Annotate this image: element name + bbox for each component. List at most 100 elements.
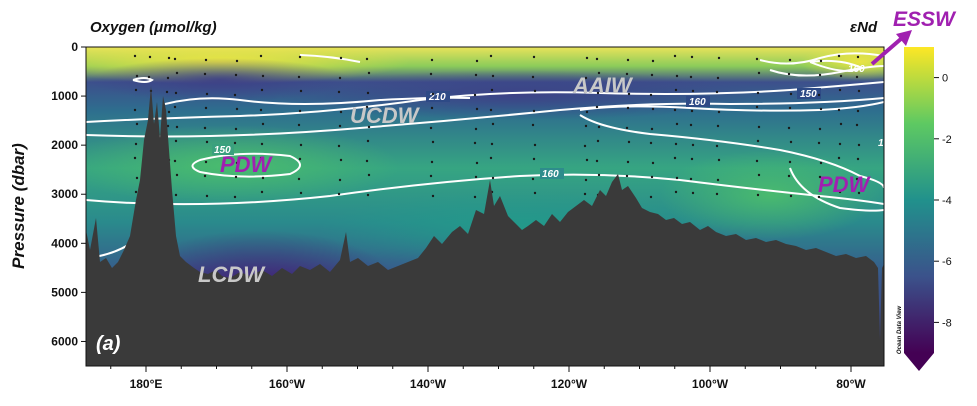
station-sample-dot xyxy=(675,122,679,126)
station-sample-dot xyxy=(367,173,371,177)
x-tick-label: 160°W xyxy=(269,377,306,391)
panel-label: (a) xyxy=(96,333,121,355)
station-sample-dot xyxy=(135,122,139,126)
station-sample-dot xyxy=(717,56,721,60)
station-sample-dot xyxy=(625,174,629,178)
station-sample-dot xyxy=(259,54,263,58)
station-sample-dot xyxy=(596,139,600,143)
station-sample-dot xyxy=(596,91,600,95)
station-sample-dot xyxy=(627,140,631,144)
chart-title: Oxygen (μmol/kg) xyxy=(90,19,217,36)
station-sample-dot xyxy=(147,75,151,79)
station-sample-dot xyxy=(626,58,630,62)
station-sample-dot xyxy=(174,193,178,197)
station-sample-dot xyxy=(757,71,761,75)
station-sample-dot xyxy=(204,160,208,164)
seafloor xyxy=(86,86,884,366)
station-sample-dot xyxy=(490,142,494,146)
contour-label-bg xyxy=(797,88,821,99)
station-sample-dot xyxy=(174,139,178,143)
station-sample-dot xyxy=(260,190,264,194)
station-sample-dot xyxy=(838,88,842,92)
station-sample-dot xyxy=(691,89,695,93)
station-sample-dot xyxy=(365,159,369,163)
station-sample-dot xyxy=(717,110,721,114)
station-sample-dot xyxy=(532,157,536,161)
station-sample-dot xyxy=(135,176,139,180)
station-sample-dot xyxy=(584,124,588,128)
station-sample-dot xyxy=(757,173,761,177)
contour-line xyxy=(789,167,884,212)
station-sample-dot xyxy=(585,110,589,114)
contour-line xyxy=(579,114,884,189)
station-sample-dot xyxy=(651,59,655,63)
station-sample-dot xyxy=(597,125,601,129)
station-sample-dot xyxy=(817,195,821,199)
station-sample-dot xyxy=(755,57,759,61)
contour-label-bg xyxy=(212,144,234,155)
station-sample-dot xyxy=(717,158,721,162)
x-tick-label: 100°W xyxy=(692,377,729,391)
station-sample-dot xyxy=(839,122,843,126)
station-sample-dot xyxy=(134,88,138,92)
colorbar-ticks: 0 -2 -4 -6 -8 xyxy=(934,73,952,329)
station-sample-dot xyxy=(203,126,207,130)
station-sample-dot xyxy=(204,58,208,62)
station-sample-dot xyxy=(235,161,239,165)
station-sample-dot xyxy=(531,75,535,79)
station-sample-dot xyxy=(133,108,137,112)
water-mass-label-pdw-west: PDW xyxy=(220,152,274,177)
station-sample-dot xyxy=(584,178,588,182)
station-sample-dot xyxy=(297,123,301,127)
station-sample-dot xyxy=(817,141,821,145)
contour-label: 210 xyxy=(428,92,446,103)
station-sample-dot xyxy=(475,161,479,165)
station-sample-dot xyxy=(626,106,630,110)
station-sample-dot xyxy=(297,75,301,79)
station-sample-dot xyxy=(175,173,179,177)
station-sample-dot xyxy=(838,190,842,194)
station-sample-dot xyxy=(298,157,302,161)
station-sample-dot xyxy=(855,123,859,127)
y-tick-label: 5000 xyxy=(51,285,78,299)
station-sample-dot xyxy=(625,126,629,130)
contour-label-group: 210 160 150 150 160 160 1 xyxy=(212,64,884,180)
station-sample-dot xyxy=(473,141,477,145)
station-sample-dot xyxy=(474,175,478,179)
station-sample-dot xyxy=(819,107,823,111)
essw-arrow xyxy=(870,36,904,66)
water-mass-label-aaiw: AAIW xyxy=(572,73,634,98)
x-tick-label: 120°W xyxy=(551,377,588,391)
station-sample-dot xyxy=(787,126,791,130)
contour-label-bg xyxy=(426,91,450,102)
station-sample-dot xyxy=(756,193,760,197)
contour-label: 160 xyxy=(542,169,559,180)
station-sample-dot xyxy=(173,159,177,163)
station-sample-dot xyxy=(675,74,679,78)
station-sample-dot xyxy=(818,73,822,77)
plot-frame xyxy=(85,46,885,367)
station-sample-dot xyxy=(174,91,178,95)
station-sample-dot xyxy=(261,122,265,126)
station-sample-dot xyxy=(691,143,695,147)
station-sample-dot xyxy=(690,109,694,113)
station-sample-dot xyxy=(690,55,694,59)
station-sample-dot xyxy=(205,140,209,144)
x-tick-label: 180°E xyxy=(130,377,163,391)
station-sample-dot xyxy=(339,110,343,114)
essw-label: ESSW xyxy=(893,8,957,31)
station-sample-dot xyxy=(584,76,588,80)
station-sample-dot xyxy=(651,107,655,111)
water-mass-label-lcdw: LCDW xyxy=(198,262,266,287)
contour-line xyxy=(809,59,865,72)
surface-high-oxygen-east xyxy=(800,47,884,80)
station-sample-dot xyxy=(625,72,629,76)
station-sample-dot xyxy=(490,88,494,92)
contour-line xyxy=(132,77,154,83)
station-sample-dot xyxy=(789,140,793,144)
station-sample-dot xyxy=(690,157,694,161)
station-sample-dot xyxy=(674,190,678,194)
station-sample-dot xyxy=(673,108,677,112)
station-sample-dot xyxy=(203,72,207,76)
low-oxygen-core-central xyxy=(280,70,760,120)
